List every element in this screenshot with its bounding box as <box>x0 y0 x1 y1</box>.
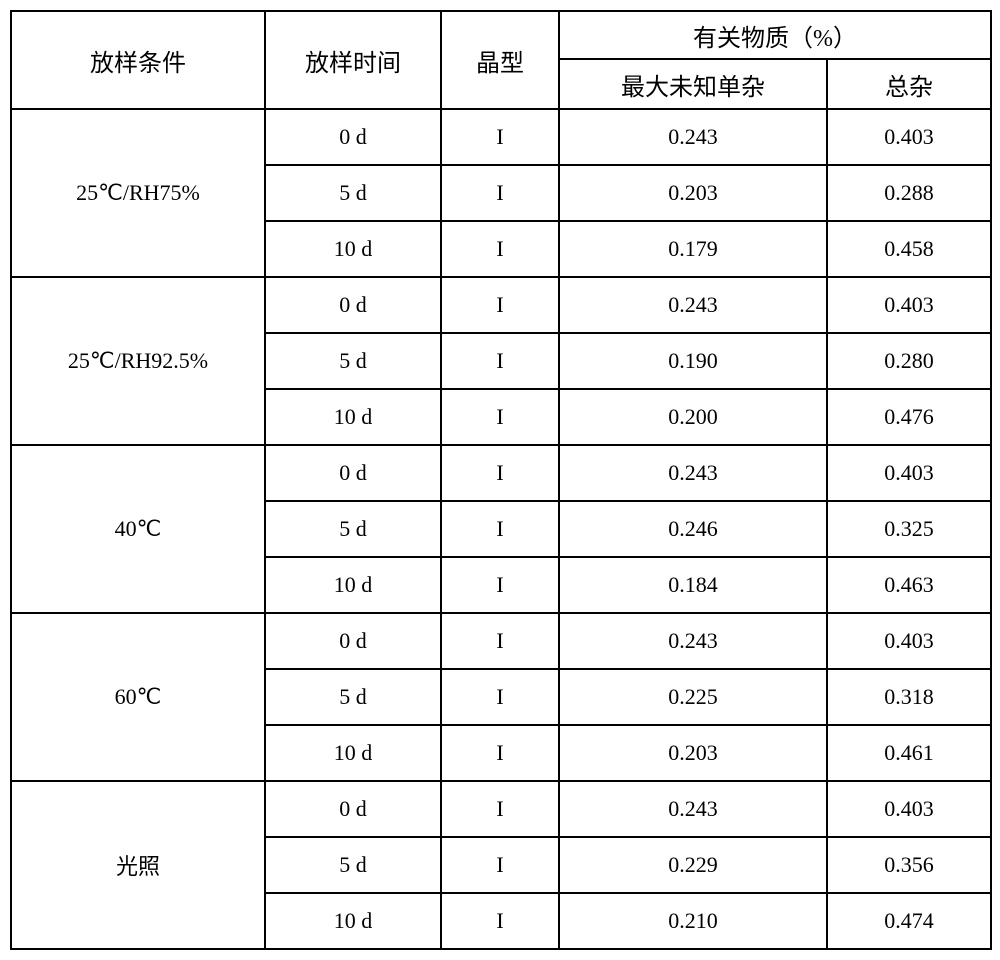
crystal-cell: I <box>441 613 559 669</box>
total-cell: 0.403 <box>827 781 991 837</box>
crystal-cell: I <box>441 501 559 557</box>
total-cell: 0.476 <box>827 389 991 445</box>
crystal-cell: I <box>441 781 559 837</box>
total-cell: 0.318 <box>827 669 991 725</box>
table-row: 光照 0 d I 0.243 0.403 <box>11 781 991 837</box>
total-cell: 0.474 <box>827 893 991 949</box>
header-condition: 放样条件 <box>11 11 265 109</box>
max-unknown-cell: 0.203 <box>559 165 827 221</box>
crystal-cell: I <box>441 389 559 445</box>
table-row: 40℃ 0 d I 0.243 0.403 <box>11 445 991 501</box>
crystal-cell: I <box>441 333 559 389</box>
total-cell: 0.325 <box>827 501 991 557</box>
condition-cell: 光照 <box>11 781 265 949</box>
total-cell: 0.288 <box>827 165 991 221</box>
time-cell: 5 d <box>265 165 441 221</box>
total-cell: 0.403 <box>827 445 991 501</box>
max-unknown-cell: 0.243 <box>559 613 827 669</box>
time-cell: 0 d <box>265 781 441 837</box>
max-unknown-cell: 0.243 <box>559 277 827 333</box>
condition-cell: 40℃ <box>11 445 265 613</box>
max-unknown-cell: 0.225 <box>559 669 827 725</box>
header-max-unknown: 最大未知单杂 <box>559 59 827 109</box>
table-body: 放样条件 放样时间 晶型 有关物质（%） 最大未知单杂 总杂 25℃/RH75%… <box>11 11 991 949</box>
total-cell: 0.280 <box>827 333 991 389</box>
crystal-cell: I <box>441 277 559 333</box>
total-cell: 0.403 <box>827 277 991 333</box>
time-cell: 0 d <box>265 277 441 333</box>
max-unknown-cell: 0.184 <box>559 557 827 613</box>
max-unknown-cell: 0.243 <box>559 445 827 501</box>
time-cell: 10 d <box>265 557 441 613</box>
max-unknown-cell: 0.190 <box>559 333 827 389</box>
table-row: 25℃/RH92.5% 0 d I 0.243 0.403 <box>11 277 991 333</box>
time-cell: 5 d <box>265 837 441 893</box>
time-cell: 10 d <box>265 725 441 781</box>
crystal-cell: I <box>441 725 559 781</box>
condition-cell: 25℃/RH92.5% <box>11 277 265 445</box>
time-cell: 10 d <box>265 221 441 277</box>
crystal-cell: I <box>441 669 559 725</box>
header-total: 总杂 <box>827 59 991 109</box>
time-cell: 5 d <box>265 501 441 557</box>
stability-data-table: 放样条件 放样时间 晶型 有关物质（%） 最大未知单杂 总杂 25℃/RH75%… <box>10 10 992 950</box>
condition-cell: 25℃/RH75% <box>11 109 265 277</box>
max-unknown-cell: 0.243 <box>559 781 827 837</box>
table-row: 60℃ 0 d I 0.243 0.403 <box>11 613 991 669</box>
header-crystal: 晶型 <box>441 11 559 109</box>
crystal-cell: I <box>441 445 559 501</box>
header-time: 放样时间 <box>265 11 441 109</box>
crystal-cell: I <box>441 165 559 221</box>
max-unknown-cell: 0.200 <box>559 389 827 445</box>
condition-cell: 60℃ <box>11 613 265 781</box>
total-cell: 0.463 <box>827 557 991 613</box>
crystal-cell: I <box>441 557 559 613</box>
total-cell: 0.461 <box>827 725 991 781</box>
total-cell: 0.403 <box>827 613 991 669</box>
time-cell: 5 d <box>265 333 441 389</box>
time-cell: 10 d <box>265 389 441 445</box>
time-cell: 0 d <box>265 613 441 669</box>
header-related-substances: 有关物质（%） <box>559 11 991 59</box>
max-unknown-cell: 0.179 <box>559 221 827 277</box>
crystal-cell: I <box>441 221 559 277</box>
crystal-cell: I <box>441 837 559 893</box>
time-cell: 0 d <box>265 109 441 165</box>
max-unknown-cell: 0.229 <box>559 837 827 893</box>
max-unknown-cell: 0.203 <box>559 725 827 781</box>
max-unknown-cell: 0.243 <box>559 109 827 165</box>
time-cell: 0 d <box>265 445 441 501</box>
max-unknown-cell: 0.210 <box>559 893 827 949</box>
time-cell: 10 d <box>265 893 441 949</box>
total-cell: 0.356 <box>827 837 991 893</box>
header-row-1: 放样条件 放样时间 晶型 有关物质（%） <box>11 11 991 59</box>
max-unknown-cell: 0.246 <box>559 501 827 557</box>
crystal-cell: I <box>441 893 559 949</box>
crystal-cell: I <box>441 109 559 165</box>
total-cell: 0.403 <box>827 109 991 165</box>
time-cell: 5 d <box>265 669 441 725</box>
table-row: 25℃/RH75% 0 d I 0.243 0.403 <box>11 109 991 165</box>
total-cell: 0.458 <box>827 221 991 277</box>
